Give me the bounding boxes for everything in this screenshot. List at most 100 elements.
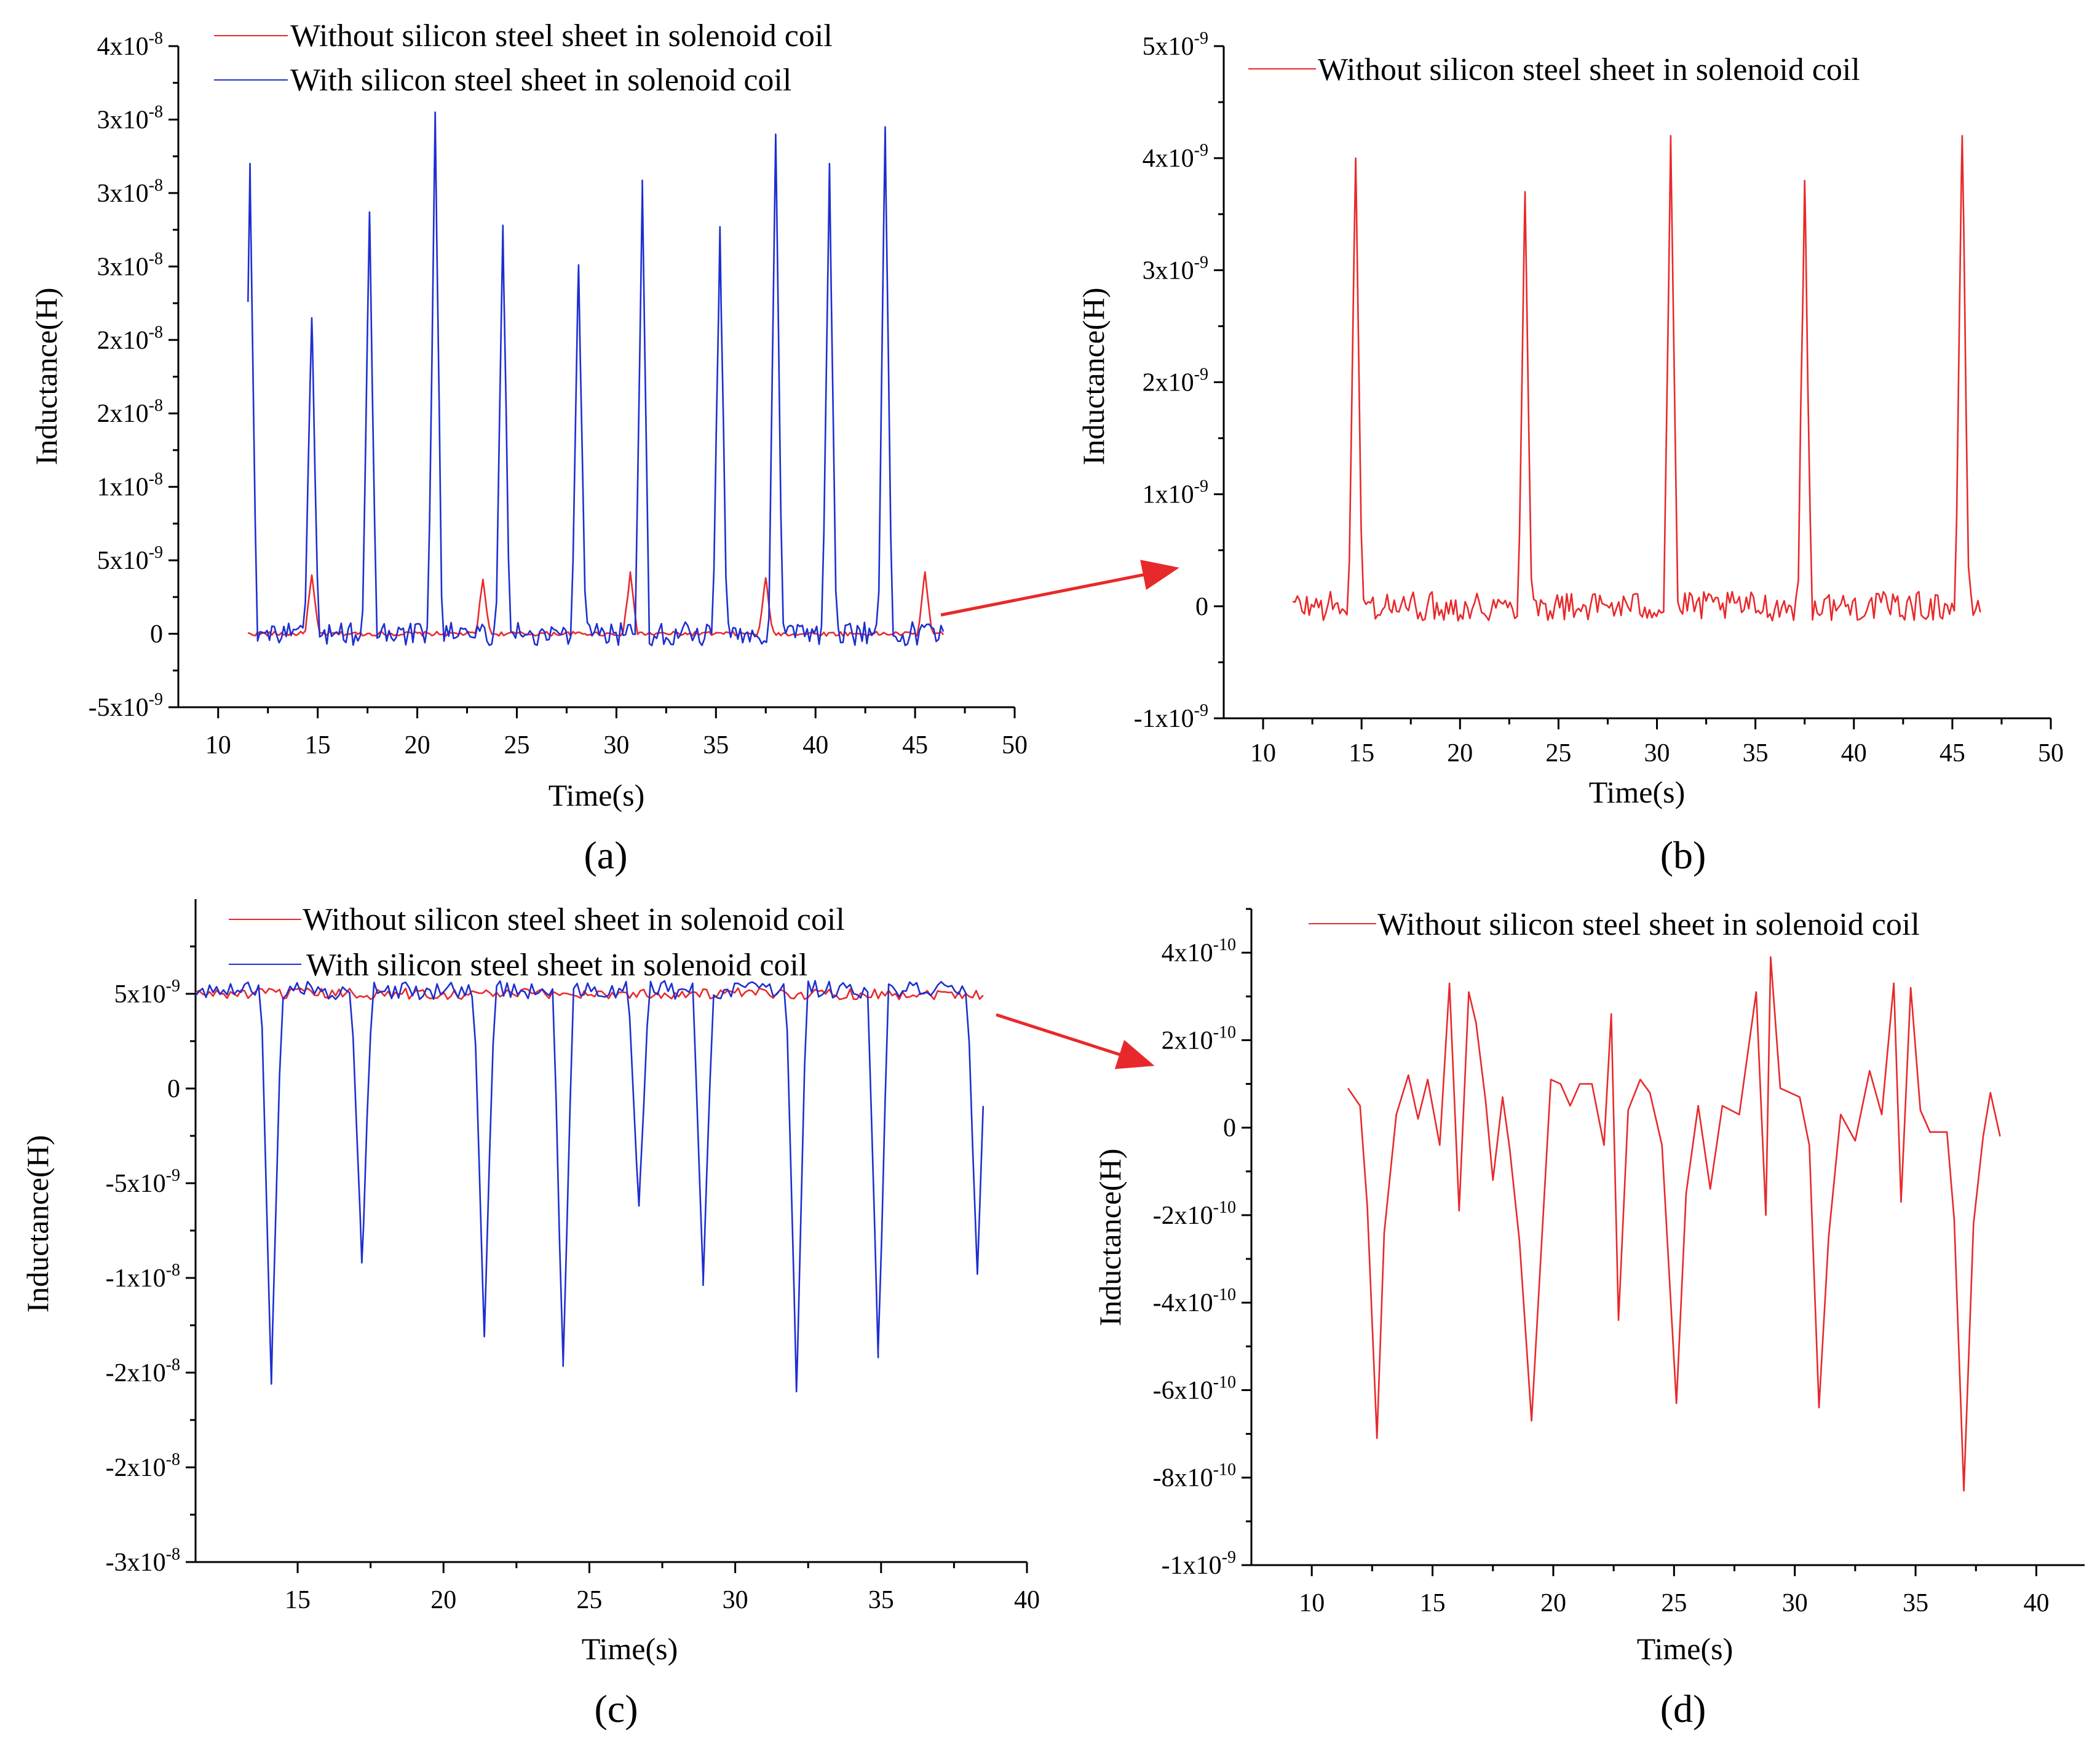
y-tick-label: -2x10-10 bbox=[1153, 1198, 1236, 1230]
y-tick-label: -5x10-9 bbox=[106, 1166, 180, 1198]
y-tick-label: -4x10-10 bbox=[1153, 1285, 1236, 1317]
x-tick-label: 40 bbox=[802, 731, 828, 759]
panel-b-x-ticks: 10 15 20 25 30 35 40 45 50 bbox=[1250, 718, 2064, 767]
x-tick-label: 20 bbox=[1540, 1589, 1566, 1617]
x-tick-label: 10 bbox=[205, 731, 231, 759]
x-tick-label: 50 bbox=[1002, 731, 1028, 759]
panel-b-x-label: Time(s) bbox=[1589, 775, 1686, 809]
y-tick-label: -5x10-9 bbox=[89, 690, 163, 722]
y-tick-label: -1x10-9 bbox=[1162, 1548, 1236, 1580]
panel-d-x-ticks: 10 15 20 25 30 35 40 bbox=[1299, 1565, 2049, 1617]
x-tick-label: 35 bbox=[703, 731, 729, 759]
y-tick-label: 3x10-8 bbox=[97, 176, 163, 208]
panel-c-y-label: Inductance(H) bbox=[20, 1135, 55, 1313]
panel-a-y-ticks: -5x10-9 0 5x10-9 1x10-8 2x10-8 2x10-8 3x10-8 3x… bbox=[89, 29, 178, 722]
panel-b: 10 15 20 25 30 35 40 45 50 -1x10-9 0 1x10-9 2x10-9 3… bbox=[1076, 29, 2064, 877]
panel-b-series bbox=[1292, 135, 1981, 622]
x-tick-label: 20 bbox=[405, 731, 430, 759]
panel-a-letter: (a) bbox=[584, 833, 627, 877]
panel-a-series bbox=[247, 111, 945, 646]
y-tick-label: 1x10-8 bbox=[97, 470, 163, 502]
y-tick-label: 3x10-8 bbox=[97, 249, 163, 281]
panel-b-legend: Without silicon steel sheet in solenoid … bbox=[1248, 52, 1860, 87]
y-tick-label: -1x10-9 bbox=[1134, 701, 1208, 733]
panel-c-legend-label-0: Without silicon steel sheet in solenoid … bbox=[303, 902, 845, 937]
x-tick-label: 35 bbox=[1743, 739, 1769, 767]
panel-c-letter: (c) bbox=[594, 1687, 638, 1731]
y-tick-label: 0 bbox=[1195, 593, 1208, 621]
series-line-0 bbox=[1347, 956, 2001, 1492]
panel-b-letter: (b) bbox=[1660, 833, 1706, 877]
x-tick-label: 35 bbox=[868, 1586, 894, 1614]
x-tick-label: 15 bbox=[1349, 739, 1374, 767]
y-tick-label: 5x10-9 bbox=[97, 543, 163, 575]
panel-b-y-label: Inductance(H) bbox=[1076, 288, 1111, 466]
x-tick-label: 50 bbox=[2038, 739, 2064, 767]
panel-c: 15 20 25 30 35 40 -3x10-8 -2x10-8 -2x10-8 -1x10-… bbox=[20, 899, 1040, 1731]
y-tick-label: 0 bbox=[1223, 1114, 1236, 1143]
x-tick-label: 25 bbox=[504, 731, 529, 759]
x-tick-label: 40 bbox=[1014, 1586, 1040, 1614]
panel-d-y-label: Inductance(H) bbox=[1093, 1149, 1127, 1327]
panel-a: 10 15 20 25 30 35 40 45 50 -5x10-9 0 5x10-9 1x10-8 2… bbox=[29, 18, 1028, 877]
y-tick-label: -2x10-8 bbox=[106, 1355, 180, 1387]
panel-c-x-ticks: 15 20 25 30 35 40 bbox=[285, 1562, 1040, 1614]
series-line-0 bbox=[1292, 135, 1981, 622]
y-tick-label: 2x10-8 bbox=[97, 396, 163, 428]
panel-c-x-label: Time(s) bbox=[582, 1632, 678, 1666]
y-tick-label: 0 bbox=[167, 1075, 180, 1103]
arrow-c-to-d bbox=[996, 1013, 1155, 1069]
panel-d-legend-label-0: Without silicon steel sheet in solenoid … bbox=[1377, 907, 1920, 942]
y-tick-label: 3x10-9 bbox=[1143, 253, 1208, 285]
y-tick-label: 2x10-9 bbox=[1143, 365, 1208, 397]
x-tick-label: 25 bbox=[576, 1586, 602, 1614]
x-tick-label: 25 bbox=[1661, 1589, 1687, 1617]
y-tick-label: 3x10-8 bbox=[97, 102, 163, 134]
panel-c-y-ticks: -3x10-8 -2x10-8 -2x10-8 -1x10-8 -5x10-9 0 5x10… bbox=[106, 945, 196, 1577]
y-tick-label: -8x10-10 bbox=[1153, 1461, 1236, 1493]
x-tick-label: 40 bbox=[1841, 739, 1867, 767]
x-tick-label: 30 bbox=[603, 731, 629, 759]
panel-d-legend: Without silicon steel sheet in solenoid … bbox=[1309, 907, 1920, 942]
panel-d-series bbox=[1347, 956, 2001, 1492]
y-tick-label: 0 bbox=[150, 621, 163, 649]
x-tick-label: 15 bbox=[305, 731, 331, 759]
x-tick-label: 45 bbox=[1940, 739, 1965, 767]
x-tick-label: 10 bbox=[1299, 1589, 1325, 1617]
y-tick-label: -3x10-8 bbox=[106, 1545, 180, 1577]
x-tick-label: 35 bbox=[1903, 1589, 1928, 1617]
panel-b-y-ticks: -1x10-9 0 1x10-9 2x10-9 3x10-9 4x10-9 5x10-9 bbox=[1134, 29, 1224, 733]
y-tick-label: 2x10-10 bbox=[1162, 1023, 1236, 1055]
y-tick-label: -6x10-10 bbox=[1153, 1373, 1236, 1405]
x-tick-label: 30 bbox=[723, 1586, 748, 1614]
panel-a-x-label: Time(s) bbox=[549, 778, 645, 812]
panel-c-legend: Without silicon steel sheet in solenoid … bbox=[229, 902, 845, 983]
y-tick-label: 5x10-9 bbox=[114, 977, 180, 1009]
y-tick-label: 4x10-9 bbox=[1143, 141, 1208, 173]
panel-c-legend-label-1: With silicon steel sheet in solenoid coi… bbox=[306, 948, 807, 983]
x-tick-label: 30 bbox=[1782, 1589, 1808, 1617]
y-tick-label: -2x10-8 bbox=[106, 1450, 180, 1482]
series-line-0 bbox=[195, 987, 984, 1001]
panel-a-x-ticks: 10 15 20 25 30 35 40 45 50 bbox=[205, 707, 1028, 759]
y-tick-label: -1x10-8 bbox=[106, 1261, 180, 1293]
panel-d-letter: (d) bbox=[1660, 1687, 1706, 1731]
x-tick-label: 15 bbox=[1420, 1589, 1446, 1617]
x-tick-label: 45 bbox=[902, 731, 928, 759]
panel-a-legend-label-0: Without silicon steel sheet in solenoid … bbox=[290, 18, 833, 54]
x-tick-label: 30 bbox=[1644, 739, 1670, 767]
panel-d-y-ticks: -1x10-9 -8x10-10 -6x10-10 -4x10-10 -2x10-10 0… bbox=[1153, 908, 1251, 1580]
x-tick-label: 25 bbox=[1545, 739, 1571, 767]
series-line-0 bbox=[247, 571, 945, 637]
x-tick-label: 15 bbox=[285, 1586, 311, 1614]
y-tick-label: 2x10-8 bbox=[97, 323, 163, 355]
panel-a-y-label: Inductance(H) bbox=[29, 288, 63, 466]
panel-a-legend: Without silicon steel sheet in solenoid … bbox=[214, 18, 833, 98]
x-tick-label: 40 bbox=[2023, 1589, 2049, 1617]
y-tick-label: 1x10-9 bbox=[1143, 477, 1208, 509]
y-tick-label: 4x10-10 bbox=[1162, 935, 1236, 967]
x-tick-label: 20 bbox=[430, 1586, 456, 1614]
arrow-a-to-b bbox=[940, 560, 1179, 617]
x-tick-label: 20 bbox=[1447, 739, 1473, 767]
